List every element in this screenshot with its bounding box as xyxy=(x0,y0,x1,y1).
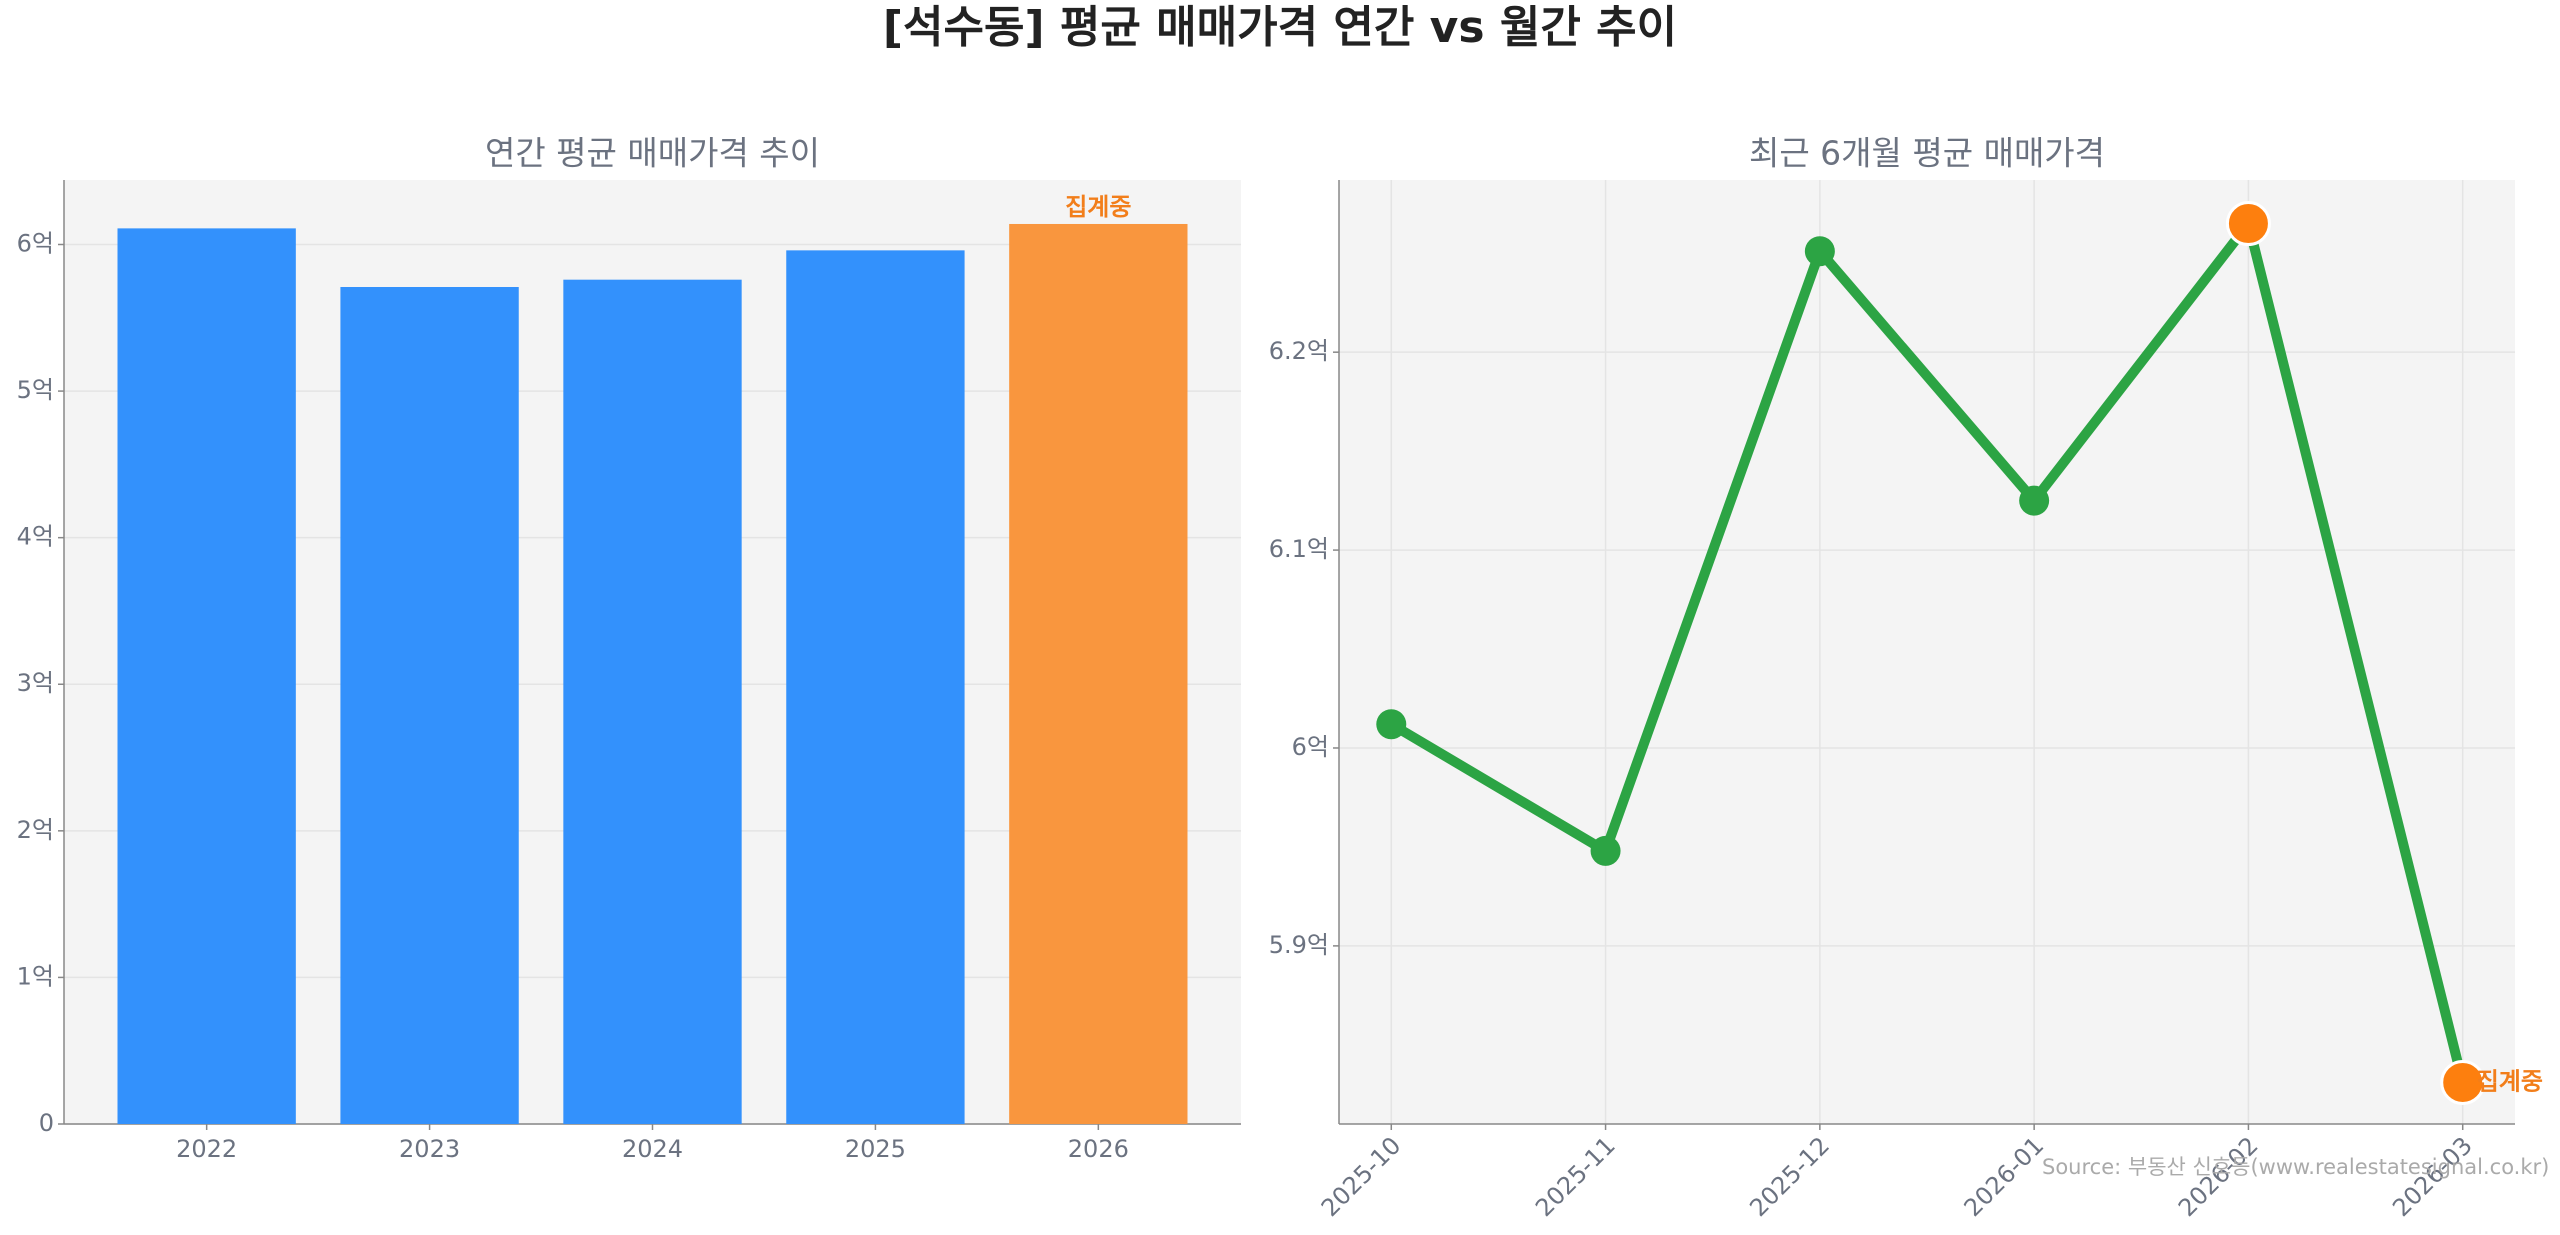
subplot-title: 최근 6개월 평균 매매가격 xyxy=(1749,134,2105,173)
y-tick-label: 5.9억 xyxy=(1269,931,1329,959)
line xyxy=(1388,218,2468,1084)
annotation: 집계중 xyxy=(1065,193,1131,221)
x-tick-label: 2025-10 xyxy=(1316,1131,1407,1222)
marker xyxy=(2440,1059,2486,1105)
source: Source: 부동산 신호등(www.realestatesignal.co.… xyxy=(2042,1155,2549,1179)
y-tick-label: 2억 xyxy=(17,816,54,844)
marker xyxy=(1590,835,1621,866)
y-tick-label: 1억 xyxy=(17,962,54,990)
y-tick-label: 6.2억 xyxy=(1269,337,1329,365)
bar xyxy=(1009,223,1188,1124)
y-tick-label: 5억 xyxy=(17,376,54,404)
marker xyxy=(2225,201,2271,247)
x-tick-label: 2025-12 xyxy=(1744,1131,1835,1222)
y-tick-label: 6억 xyxy=(17,229,54,257)
marker xyxy=(1376,709,1407,740)
plot-area xyxy=(1339,180,2515,1124)
bar xyxy=(340,287,519,1124)
marker xyxy=(2019,485,2050,516)
bar xyxy=(117,228,296,1124)
bar xyxy=(786,250,965,1125)
x-tick-label: 2022 xyxy=(176,1135,237,1163)
y-tick-label: 0 xyxy=(39,1109,54,1137)
x-tick-label: 2026 xyxy=(1068,1135,1129,1163)
x-tick-label: 2023 xyxy=(399,1135,460,1163)
x-tick-label: 2026-01 xyxy=(1959,1131,2050,1222)
x-tick-label: 2024 xyxy=(622,1135,683,1163)
figure-title: [석수동] 평균 매매가격 연간 vs 월간 추이 xyxy=(883,2,1677,53)
x-tick-label: 2025-11 xyxy=(1530,1131,1621,1222)
marker xyxy=(1804,236,1835,267)
y-tick-label: 3억 xyxy=(17,669,54,697)
annotation: 집계중 xyxy=(2477,1067,2543,1095)
y-tick-label: 6억 xyxy=(1292,733,1329,761)
y-tick-label: 4억 xyxy=(17,523,54,551)
x-tick-label: 2025 xyxy=(845,1135,906,1163)
subplot-title: 연간 평균 매매가격 추이 xyxy=(485,134,820,173)
y-tick-label: 6.1억 xyxy=(1269,535,1329,563)
bar xyxy=(563,279,742,1125)
